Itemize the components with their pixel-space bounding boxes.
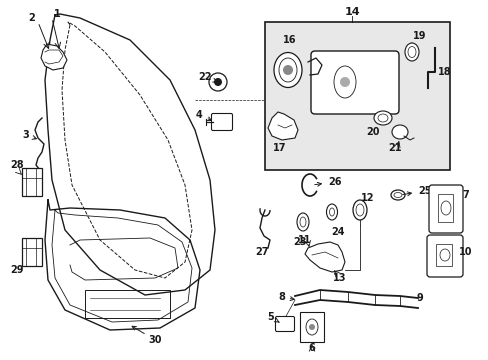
Text: 11: 11 xyxy=(298,235,311,245)
Text: 28: 28 xyxy=(10,160,24,170)
FancyBboxPatch shape xyxy=(310,51,398,114)
Text: 13: 13 xyxy=(332,273,346,283)
Text: 5: 5 xyxy=(266,312,279,322)
Text: 14: 14 xyxy=(344,7,359,17)
Text: 16: 16 xyxy=(283,35,296,45)
FancyBboxPatch shape xyxy=(426,235,462,277)
Ellipse shape xyxy=(273,53,302,87)
Ellipse shape xyxy=(296,213,308,231)
Bar xyxy=(264,22,449,170)
Text: 6: 6 xyxy=(308,343,315,353)
Text: 27: 27 xyxy=(255,247,268,257)
Text: 3: 3 xyxy=(22,130,36,140)
Text: 29: 29 xyxy=(10,265,24,275)
Text: 8: 8 xyxy=(278,292,294,302)
Text: 7: 7 xyxy=(462,190,468,200)
Text: 15: 15 xyxy=(318,52,343,67)
Text: 18: 18 xyxy=(437,67,451,77)
Polygon shape xyxy=(305,242,345,272)
Bar xyxy=(299,312,324,342)
Circle shape xyxy=(308,324,314,330)
Bar xyxy=(22,238,42,266)
Text: 23: 23 xyxy=(293,237,306,247)
Ellipse shape xyxy=(373,111,391,125)
Text: 17: 17 xyxy=(273,143,286,153)
Circle shape xyxy=(339,77,349,87)
Text: 20: 20 xyxy=(366,127,379,137)
Text: 30: 30 xyxy=(132,326,162,345)
Circle shape xyxy=(283,65,292,75)
FancyBboxPatch shape xyxy=(211,113,232,130)
Ellipse shape xyxy=(404,43,418,61)
Text: 1: 1 xyxy=(54,9,60,19)
Bar xyxy=(22,168,42,196)
Text: 4: 4 xyxy=(196,110,211,121)
Text: 10: 10 xyxy=(458,247,472,257)
Ellipse shape xyxy=(326,204,337,220)
Text: 26: 26 xyxy=(314,177,341,187)
Bar xyxy=(435,244,451,266)
Ellipse shape xyxy=(391,125,407,139)
Ellipse shape xyxy=(352,200,366,220)
Text: 19: 19 xyxy=(412,31,426,41)
FancyBboxPatch shape xyxy=(428,185,462,233)
Polygon shape xyxy=(267,112,297,140)
Text: 25: 25 xyxy=(402,186,430,196)
Text: 9: 9 xyxy=(416,293,423,303)
Circle shape xyxy=(214,78,222,86)
Polygon shape xyxy=(41,44,67,70)
Text: 21: 21 xyxy=(387,143,401,153)
Bar xyxy=(85,290,170,318)
FancyBboxPatch shape xyxy=(275,316,294,332)
Text: 22: 22 xyxy=(198,72,217,82)
Text: 24: 24 xyxy=(330,227,344,237)
Text: 2: 2 xyxy=(29,13,35,23)
Text: 12: 12 xyxy=(361,193,374,203)
Bar xyxy=(437,194,452,222)
